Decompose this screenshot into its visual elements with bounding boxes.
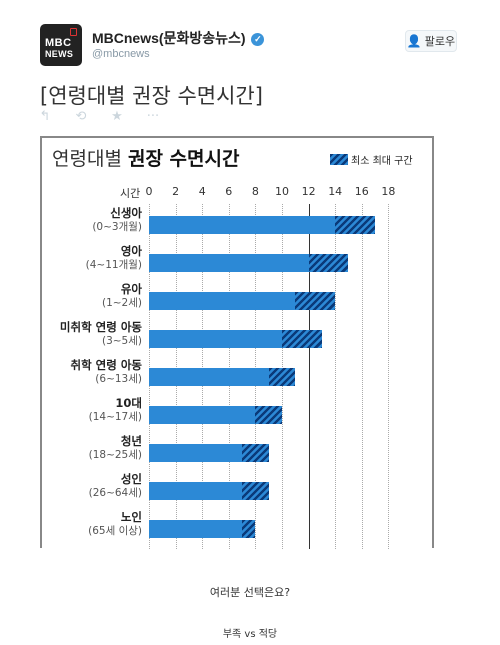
category-label: 10대 (14~17세) bbox=[46, 396, 142, 424]
add-user-icon: 👤 bbox=[406, 34, 422, 48]
account-name-container[interactable]: MBCnews(문화방송뉴스) ✓ bbox=[92, 28, 265, 48]
category-name: 취학 연령 아동 bbox=[70, 358, 143, 372]
category-label: 취학 연령 아동 (6~13세) bbox=[46, 358, 143, 386]
category-name: 노인 bbox=[120, 510, 142, 524]
x-tick-label: 12 bbox=[301, 185, 316, 198]
category-name: 유아 bbox=[120, 282, 142, 296]
more-icon[interactable]: ··· bbox=[146, 109, 160, 124]
x-tick-label: 2 bbox=[172, 185, 180, 198]
category-label: 청년 (18~25세) bbox=[46, 434, 142, 462]
bar-min bbox=[149, 444, 243, 462]
bar-range bbox=[335, 216, 376, 234]
gridline-14 bbox=[335, 204, 337, 549]
bar-min bbox=[149, 216, 336, 234]
category-label: 신생아 (0~3개월) bbox=[46, 206, 142, 234]
x-tick-label: 8 bbox=[251, 185, 259, 198]
category-name: 영아 bbox=[120, 244, 142, 258]
favorite-icon[interactable]: ★ bbox=[111, 109, 123, 124]
x-tick-label: 16 bbox=[354, 185, 369, 198]
x-tick-label: 0 bbox=[145, 185, 153, 198]
x-tick-label: 6 bbox=[225, 185, 233, 198]
category-range: (18~25세) bbox=[88, 449, 142, 461]
x-tick-label: 10 bbox=[275, 185, 289, 198]
retweet-icon[interactable]: ⟲ bbox=[75, 109, 87, 124]
bar-min bbox=[149, 368, 269, 386]
bar-range bbox=[268, 368, 296, 386]
category-range: (6~13세) bbox=[95, 373, 142, 385]
bar-min bbox=[149, 330, 282, 348]
avatar-logo-line1: MBC bbox=[45, 37, 72, 49]
gridline-12 bbox=[308, 204, 310, 549]
verified-icon: ✓ bbox=[251, 33, 265, 46]
gridline-16 bbox=[361, 204, 363, 549]
account-name[interactable]: MBCnews(문화방송뉴스) bbox=[92, 30, 246, 46]
account-handle[interactable]: @mbcnews bbox=[92, 48, 150, 60]
footer-choice: 부족 vs 적당 bbox=[222, 629, 278, 640]
chart-title: 연령대별 권장 수면시간 bbox=[52, 144, 239, 171]
legend-label: 최소 최대 구간 bbox=[351, 156, 413, 167]
bar-range bbox=[282, 330, 322, 348]
category-range: (1~2세) bbox=[101, 297, 142, 309]
category-label: 노인 (65세 이상) bbox=[46, 510, 142, 538]
chart-image[interactable]: 연령대별 권장 수면시간 최소 최대 구간 시간 0 2 4 6 8 10 12 14 16 18… bbox=[40, 136, 434, 549]
category-range: (4~11개월) bbox=[85, 259, 142, 271]
category-range: (0~3개월) bbox=[92, 221, 142, 233]
gridline-18 bbox=[388, 204, 390, 549]
follow-button-label: 팔로우 bbox=[424, 35, 456, 48]
category-name: 10대 bbox=[115, 396, 142, 410]
category-range: (65세 이상) bbox=[88, 525, 142, 537]
tweet-actions: ↰ ⟲ ★ ··· bbox=[38, 109, 160, 124]
category-name: 성인 bbox=[120, 472, 142, 486]
category-name: 신생아 bbox=[110, 206, 142, 220]
avatar[interactable]: MBC NEWS bbox=[40, 24, 82, 66]
category-label: 성인 (26~64세) bbox=[46, 472, 142, 500]
chart-legend: 최소 최대 구간 bbox=[330, 152, 413, 167]
x-axis-label: 시간 bbox=[120, 187, 141, 200]
bar-min bbox=[149, 254, 309, 272]
category-name: 청년 bbox=[120, 434, 142, 448]
chart-title-normal: 연령대별 bbox=[52, 148, 122, 170]
follow-button[interactable]: 👤 팔로우 bbox=[405, 30, 457, 52]
category-range: (3~5세) bbox=[101, 335, 142, 347]
bar-min bbox=[149, 520, 243, 538]
bar-min bbox=[149, 292, 296, 310]
category-range: (26~64세) bbox=[88, 487, 142, 499]
tweet-text: [연령대별 권장 수면시간] bbox=[40, 84, 263, 108]
bar-min bbox=[149, 406, 256, 424]
x-tick-label: 4 bbox=[198, 185, 206, 198]
footer-question: 여러분 선택은요? bbox=[209, 586, 291, 599]
bar-min bbox=[149, 482, 243, 500]
category-label: 미취학 연령 아동 (3~5세) bbox=[46, 320, 142, 348]
chart-title-bold: 권장 수면시간 bbox=[127, 148, 240, 170]
bar-range bbox=[242, 520, 256, 538]
category-range: (14~17세) bbox=[88, 411, 142, 423]
x-tick-label: 18 bbox=[381, 185, 396, 198]
category-name: 미취학 연령 아동 bbox=[59, 320, 142, 334]
reply-icon[interactable]: ↰ bbox=[39, 109, 51, 124]
category-label: 유아 (1~2세) bbox=[46, 282, 142, 310]
category-label: 영아 (4~11개월) bbox=[46, 244, 142, 272]
bar-range bbox=[255, 406, 282, 424]
bar-range bbox=[295, 292, 336, 310]
bar-range bbox=[308, 254, 349, 272]
mic-icon bbox=[70, 28, 77, 36]
avatar-logo-line2: NEWS bbox=[45, 49, 74, 59]
legend-swatch bbox=[330, 154, 348, 165]
bar-range bbox=[242, 482, 269, 500]
bar-range bbox=[242, 444, 269, 462]
x-tick-label: 14 bbox=[328, 185, 343, 198]
